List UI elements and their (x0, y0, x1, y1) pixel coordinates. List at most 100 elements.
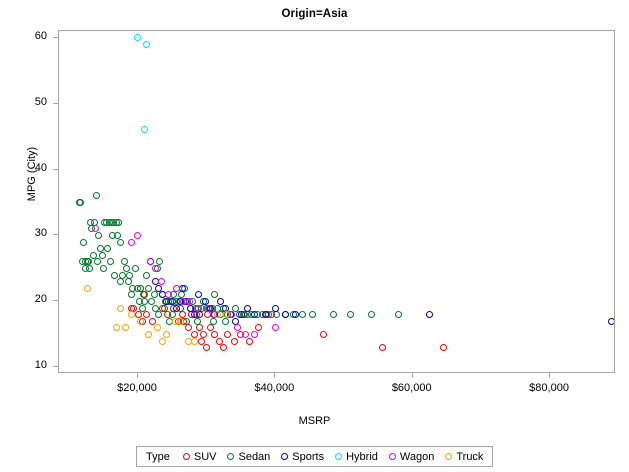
data-point (201, 297, 209, 305)
data-point (271, 304, 279, 312)
data-point (237, 311, 245, 319)
data-point (92, 192, 100, 200)
legend-entry-suv[interactable]: SUV (182, 451, 216, 463)
data-point (244, 304, 252, 312)
data-point (137, 284, 145, 292)
data-point (148, 317, 156, 325)
data-point (191, 337, 199, 345)
data-point (98, 251, 106, 259)
data-point (93, 258, 101, 266)
data-point (203, 344, 211, 352)
data-point (139, 291, 147, 299)
y-tick-label: 60 (34, 29, 47, 42)
chart-title: Origin=Asia (281, 8, 348, 20)
data-point (232, 317, 239, 325)
data-point (80, 238, 88, 246)
data-point (246, 337, 254, 345)
data-point (241, 330, 249, 338)
data-point (77, 199, 85, 206)
data-point (184, 337, 192, 345)
data-point (131, 264, 139, 272)
data-point (130, 304, 138, 312)
data-point (215, 337, 223, 345)
data-point (96, 245, 104, 253)
x-axis-label: MSRP (298, 415, 331, 427)
data-point (136, 317, 144, 325)
data-point (113, 324, 121, 332)
data-point (85, 258, 93, 266)
legend-label: Truck (456, 450, 484, 463)
plot-area (58, 30, 615, 373)
data-point (117, 304, 125, 312)
legend-label: Sports (292, 450, 325, 463)
data-point (154, 324, 162, 332)
data-point (178, 291, 186, 299)
data-point (124, 278, 132, 286)
data-point (347, 311, 355, 319)
data-point (117, 238, 125, 246)
x-tick-mark (274, 373, 276, 378)
data-point (119, 271, 127, 279)
data-point (172, 304, 180, 312)
data-point (186, 304, 194, 312)
data-point (185, 297, 193, 305)
legend-label: Wagon (399, 450, 435, 463)
data-point (197, 337, 205, 345)
legend-marker-icon (335, 453, 343, 460)
data-point (155, 284, 163, 292)
data-point (122, 324, 130, 332)
data-point (210, 317, 218, 325)
data-point (251, 330, 259, 338)
data-point (177, 317, 185, 325)
legend-title: Type (146, 450, 170, 463)
legend-marker-icon (182, 453, 190, 460)
data-point (330, 311, 338, 319)
legend-entry-wagon[interactable]: Wagon (388, 450, 435, 463)
data-point (116, 278, 124, 286)
legend-entry-sedan[interactable]: Sedan (227, 451, 270, 463)
data-point (319, 330, 327, 338)
x-tick-label: $40,000 (254, 382, 295, 394)
data-point (115, 218, 123, 226)
data-point (160, 304, 168, 312)
data-point (168, 297, 176, 305)
data-point (608, 317, 614, 325)
data-point (261, 311, 269, 319)
data-point (299, 311, 307, 319)
data-point (196, 311, 204, 319)
data-point (127, 238, 135, 246)
data-point (282, 311, 290, 319)
x-tick-mark (136, 373, 138, 378)
data-point (184, 324, 192, 332)
legend: Type SUV Sedan Sports Hybrid Wagon Truck (136, 446, 494, 467)
data-point (83, 284, 91, 292)
data-point (157, 278, 165, 286)
data-point (86, 264, 94, 272)
legend-marker-icon (445, 453, 453, 460)
data-point (271, 324, 279, 332)
data-point (150, 291, 158, 299)
data-point (172, 284, 180, 292)
legend-entry-sports[interactable]: Sports (281, 451, 324, 463)
data-point (121, 258, 129, 266)
data-point (107, 258, 114, 266)
data-point (273, 311, 281, 319)
y-axis-label: MPG (City) (26, 146, 38, 202)
data-points-layer (59, 31, 614, 372)
x-tick-mark (549, 373, 551, 378)
data-point (146, 258, 154, 266)
data-point (91, 225, 99, 233)
legend-entry-hybrid[interactable]: Hybrid (335, 451, 378, 463)
legend-entry-truck[interactable]: Truck (445, 451, 483, 463)
data-point (254, 324, 262, 332)
data-point (211, 330, 219, 338)
data-point (91, 218, 99, 226)
data-point (152, 264, 160, 272)
data-point (378, 344, 386, 352)
data-point (223, 311, 231, 319)
y-tick-label: 50 (34, 95, 47, 108)
data-point (222, 317, 230, 325)
data-point (141, 126, 149, 134)
y-tick-mark (53, 366, 58, 368)
